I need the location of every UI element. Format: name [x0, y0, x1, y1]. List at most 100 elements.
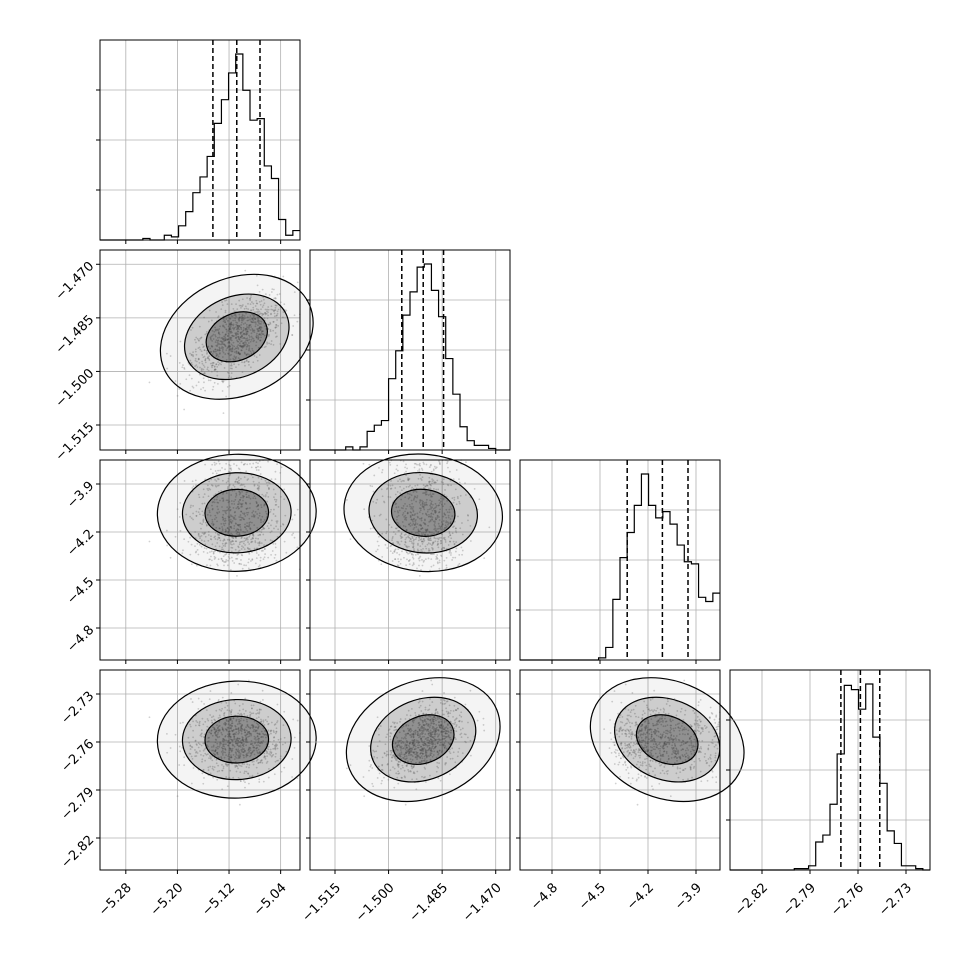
- sample-point: [203, 366, 206, 368]
- sample-point: [247, 342, 250, 344]
- sample-point: [251, 317, 254, 320]
- sample-point: [190, 353, 193, 356]
- sample-point: [246, 343, 248, 346]
- sample-point: [221, 301, 224, 303]
- sample-point: [210, 344, 213, 347]
- sample-point: [250, 309, 253, 312]
- sample-point: [217, 361, 220, 364]
- sample-point: [216, 366, 219, 368]
- sample-point: [236, 332, 239, 335]
- sample-point: [236, 340, 239, 343]
- sample-point: [216, 374, 219, 377]
- sample-point: [246, 330, 249, 333]
- sample-point: [239, 333, 242, 335]
- sample-point: [229, 328, 232, 331]
- sample-point: [243, 332, 246, 335]
- sample-point: [250, 320, 253, 323]
- sample-point: [269, 323, 272, 325]
- sample-point: [200, 368, 203, 371]
- sample-point: [260, 312, 263, 315]
- sample-point: [270, 291, 273, 293]
- sample-point: [262, 313, 264, 315]
- sample-point: [236, 325, 239, 328]
- sample-point: [215, 350, 218, 353]
- sample-point: [273, 315, 276, 318]
- sample-point: [165, 352, 168, 355]
- sample-point: [223, 367, 226, 369]
- sample-point: [230, 343, 233, 346]
- sample-point: [211, 334, 214, 337]
- sample-point: [362, 462, 365, 465]
- sample-point: [243, 333, 246, 336]
- sample-point: [252, 361, 255, 364]
- sample-point: [282, 275, 285, 278]
- sample-point: [246, 316, 249, 319]
- sample-point: [257, 308, 260, 311]
- panel-2-1: [306, 453, 511, 664]
- sample-point: [241, 361, 243, 364]
- sample-point: [240, 334, 243, 337]
- sample-point: [248, 345, 251, 347]
- sample-point: [229, 324, 232, 327]
- sample-point: [233, 327, 235, 330]
- sample-point: [169, 355, 172, 357]
- sample-point: [220, 340, 223, 343]
- sample-point: [253, 321, 256, 324]
- sample-point: [244, 341, 246, 343]
- sample-point: [203, 349, 206, 352]
- sample-point: [245, 333, 248, 336]
- sample-point: [237, 352, 240, 355]
- y-tick-label: −2.79: [59, 785, 98, 824]
- sample-point: [214, 368, 217, 371]
- x-tick-label: −5.04: [251, 880, 290, 919]
- sample-point: [248, 334, 250, 337]
- sample-point: [274, 304, 277, 307]
- sample-point: [216, 349, 219, 352]
- sample-point: [235, 352, 238, 355]
- sample-point: [238, 324, 241, 327]
- sample-point: [276, 310, 279, 313]
- sample-point: [231, 348, 234, 351]
- sample-point: [182, 364, 184, 366]
- sample-point: [166, 367, 169, 370]
- sample-point: [207, 379, 210, 382]
- sample-point: [242, 333, 245, 336]
- sample-point: [238, 316, 241, 319]
- sample-point: [228, 328, 231, 330]
- sample-point: [273, 288, 275, 291]
- panel-3-0: −2.82−2.79−2.76−2.73−5.28 −5.20 −5.12 −5.04: [59, 669, 317, 919]
- sample-point: [230, 330, 233, 333]
- sample-point: [238, 299, 241, 302]
- sample-point: [248, 349, 250, 352]
- sample-point: [237, 318, 240, 321]
- sample-point: [232, 357, 235, 360]
- sample-point: [242, 342, 245, 345]
- sample-point: [267, 323, 270, 326]
- sample-point: [260, 326, 263, 329]
- sample-point: [235, 323, 238, 326]
- sample-point: [220, 341, 223, 344]
- y-tick-label: −1.500: [53, 366, 98, 411]
- sample-point: [241, 313, 244, 316]
- sample-point: [243, 317, 246, 320]
- sample-point: [250, 326, 253, 328]
- sample-point: [241, 345, 243, 348]
- sample-point: [230, 336, 233, 339]
- sample-point: [229, 347, 232, 350]
- sample-point: [224, 345, 227, 348]
- sample-point: [267, 323, 270, 326]
- sample-point: [274, 309, 277, 311]
- sample-point: [227, 352, 229, 355]
- sample-point: [226, 385, 229, 388]
- sample-point: [241, 319, 244, 322]
- sample-point: [240, 326, 243, 329]
- sample-point: [230, 348, 232, 351]
- sample-point: [240, 321, 243, 324]
- sample-point: [231, 331, 233, 334]
- sample-point: [224, 333, 227, 336]
- sample-point: [296, 320, 299, 323]
- sample-point: [225, 328, 228, 331]
- sample-point: [404, 803, 407, 806]
- sample-point: [244, 364, 246, 367]
